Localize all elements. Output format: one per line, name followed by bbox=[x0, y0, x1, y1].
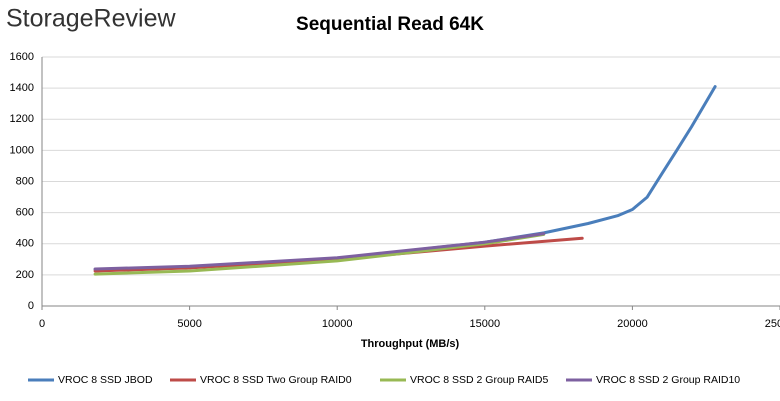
y-tick-label: 800 bbox=[16, 175, 34, 187]
series-line bbox=[93, 85, 717, 271]
chart-title: Sequential Read 64K bbox=[296, 14, 484, 35]
logo: StorageReview bbox=[6, 5, 176, 33]
y-tick-label: 1000 bbox=[10, 144, 34, 156]
x-tick-label: 0 bbox=[39, 318, 45, 330]
y-tick-label: 400 bbox=[16, 238, 34, 250]
x-tick-label: 25000 bbox=[765, 318, 780, 330]
y-tick-label: 1400 bbox=[10, 82, 34, 94]
y-tick-label: 0 bbox=[28, 300, 34, 312]
series-line bbox=[93, 232, 546, 271]
x-tick-label: 20000 bbox=[617, 318, 648, 330]
x-tick-label: 15000 bbox=[470, 318, 501, 330]
y-tick-label: 600 bbox=[16, 207, 34, 219]
x-tick-label: 5000 bbox=[177, 318, 201, 330]
y-tick-label: 1200 bbox=[10, 113, 34, 125]
y-tick-label: 200 bbox=[16, 269, 34, 281]
x-axis-title: Throughput (MB/s) bbox=[361, 338, 460, 350]
y-tick-label: 1600 bbox=[10, 51, 34, 63]
legend-label: VROC 8 SSD 2 Group RAID5 bbox=[410, 374, 548, 386]
legend-label: VROC 8 SSD JBOD bbox=[58, 374, 153, 386]
x-tick-label: 10000 bbox=[322, 318, 353, 330]
legend-label: VROC 8 SSD Two Group RAID0 bbox=[200, 374, 352, 386]
legend-label: VROC 8 SSD 2 Group RAID10 bbox=[596, 374, 740, 386]
